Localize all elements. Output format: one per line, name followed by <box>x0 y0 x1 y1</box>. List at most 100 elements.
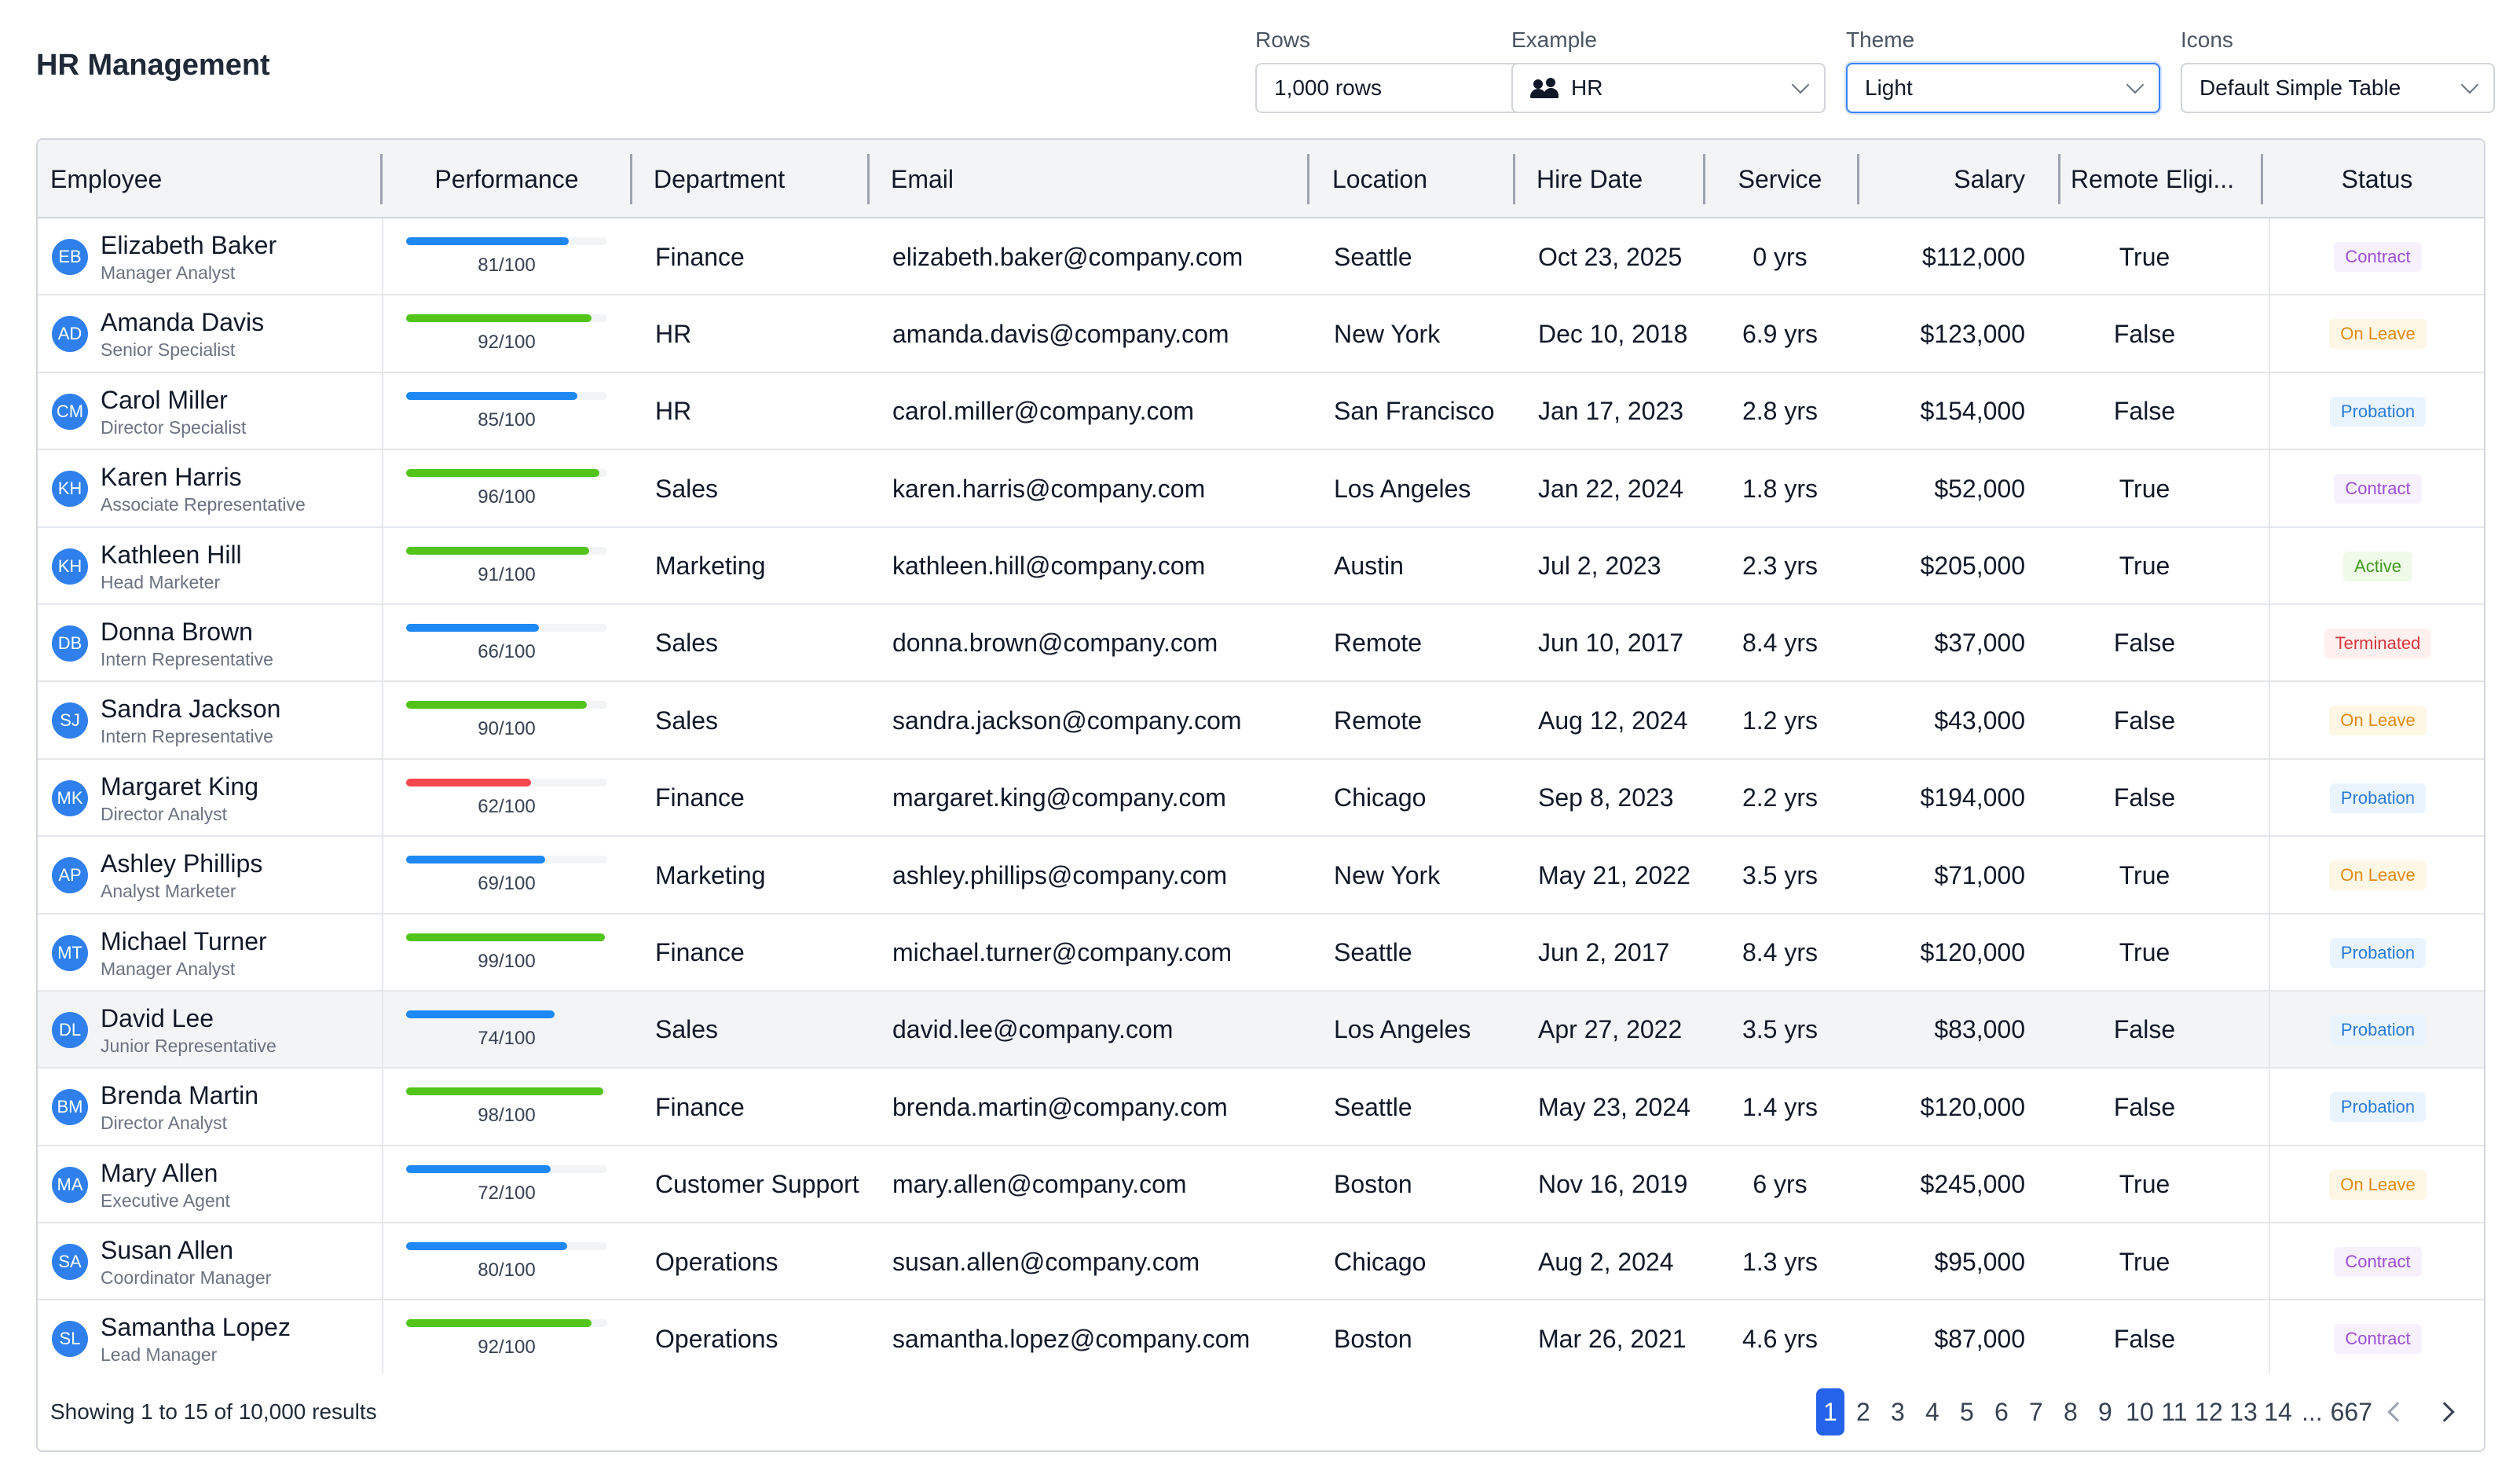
page-7-button[interactable]: 7 <box>2029 1398 2043 1426</box>
employee-info: Susan Allen Coordinator Manager <box>101 1234 271 1289</box>
table-row[interactable]: KH Karen Harris Associate Representative 96… <box>38 450 2484 528</box>
salary-cell: $154,000 <box>1920 397 2025 426</box>
employee-name: Donna Brown <box>101 617 253 646</box>
column-resize-handle[interactable] <box>630 154 632 204</box>
service-cell: 8.4 yrs <box>1742 629 1819 658</box>
employee-name: Kathleen Hill <box>101 540 242 569</box>
table-row[interactable]: EB Elizabeth Baker Manager Analyst 81/100 Fi… <box>38 218 2484 296</box>
page-last-button[interactable]: 667 <box>2330 1398 2372 1426</box>
page-4-button[interactable]: 4 <box>1925 1398 1939 1426</box>
theme-select[interactable]: Light <box>1846 63 2160 113</box>
department-cell: HR <box>655 397 692 426</box>
column-header-status[interactable]: Status <box>2341 165 2413 193</box>
previous-page-button[interactable] <box>2374 1388 2421 1436</box>
page-1-button[interactable]: 1 <box>1815 1388 1844 1436</box>
employee-cell: EB Elizabeth Baker Manager Analyst <box>38 218 383 295</box>
remote-eligible-cell: True <box>2119 242 2170 271</box>
employee-role: Manager Analyst <box>101 958 236 979</box>
performance-bar-fill <box>406 933 606 941</box>
performance-cell: 92/100 <box>385 295 628 372</box>
column-header-performance[interactable]: Performance <box>434 165 579 193</box>
performance-cell: 81/100 <box>385 218 628 295</box>
column-resize-handle[interactable] <box>380 154 383 204</box>
page-8-button[interactable]: 8 <box>2064 1398 2078 1426</box>
status-cell: Contract <box>2269 450 2484 528</box>
location-cell: San Francisco <box>1334 397 1495 426</box>
column-resize-handle[interactable] <box>1857 154 1859 204</box>
column-resize-handle[interactable] <box>1513 154 1515 204</box>
remote-eligible-cell: False <box>2113 706 2176 735</box>
page-6-button[interactable]: 6 <box>1994 1398 2009 1426</box>
column-header-location[interactable]: Location <box>1332 165 1427 193</box>
performance-bar <box>406 1087 607 1096</box>
page-14-button[interactable]: 14 <box>2264 1398 2292 1426</box>
example-select-value: HR <box>1571 75 1603 100</box>
column-resize-handle[interactable] <box>2261 154 2263 204</box>
page-12-button[interactable]: 12 <box>2195 1398 2223 1426</box>
column-header-remote-eligible[interactable]: Remote Eligi... <box>2071 165 2235 193</box>
table-row[interactable]: SL Samantha Lopez Lead Manager 92/100 Operat… <box>38 1300 2484 1378</box>
column-header-employee[interactable]: Employee <box>50 165 163 193</box>
performance-bar-fill <box>406 391 577 400</box>
column-resize-handle[interactable] <box>1307 154 1309 204</box>
column-resize-handle[interactable] <box>2058 154 2060 204</box>
employee-info: Karen Harris Associate Representative <box>101 461 306 516</box>
salary-cell: $245,000 <box>1920 1170 2025 1199</box>
location-cell: Boston <box>1334 1170 1412 1199</box>
performance-score: 81/100 <box>478 255 536 276</box>
table-row[interactable]: MK Margaret King Director Analyst 62/100 Fin… <box>38 759 2484 838</box>
column-resize-handle[interactable] <box>867 154 870 204</box>
table-row[interactable]: AD Amanda Davis Senior Specialist 92/100 HR a… <box>38 295 2484 373</box>
status-cell: Probation <box>2269 1069 2484 1146</box>
table-row[interactable]: DL David Lee Junior Representative 74/100 Sa… <box>38 991 2484 1069</box>
column-resize-handle[interactable] <box>1703 154 1705 204</box>
table-row[interactable]: AP Ashley Phillips Analyst Marketer 69/100 M… <box>38 837 2484 915</box>
table-row[interactable]: MT Michael Turner Manager Analyst 99/100 Fin… <box>38 914 2484 992</box>
performance-bar <box>406 314 607 323</box>
status-badge: On Leave <box>2329 319 2427 350</box>
table-row[interactable]: DB Donna Brown Intern Representative 66/100… <box>38 604 2484 683</box>
email-cell: samantha.lopez@company.com <box>892 1324 1251 1353</box>
status-cell: Active <box>2269 527 2484 605</box>
department-cell: HR <box>655 319 692 348</box>
email-cell: ashley.phillips@company.com <box>892 860 1228 889</box>
next-page-button[interactable] <box>2421 1388 2468 1436</box>
page-11-button[interactable]: 11 <box>2161 1398 2188 1426</box>
status-cell: On Leave <box>2269 1146 2484 1223</box>
column-header-service[interactable]: Service <box>1738 165 1822 193</box>
column-header-email[interactable]: Email <box>891 165 954 193</box>
page-13-button[interactable]: 13 <box>2229 1398 2258 1426</box>
performance-cell: 72/100 <box>385 1146 628 1223</box>
table-row[interactable]: MA Mary Allen Executive Agent 72/100 Custome… <box>38 1146 2484 1224</box>
status-badge: Probation <box>2329 937 2427 968</box>
theme-control: Theme Light <box>1846 25 2160 113</box>
hire-date-cell: Mar 26, 2021 <box>1538 1324 1687 1353</box>
service-cell: 1.3 yrs <box>1742 1247 1819 1276</box>
page-2-button[interactable]: 2 <box>1856 1398 1870 1426</box>
page-5-button[interactable]: 5 <box>1960 1398 1974 1426</box>
employee-name: Margaret King <box>101 772 258 801</box>
employee-role: Lead Manager <box>101 1344 218 1366</box>
page-10-button[interactable]: 10 <box>2126 1398 2154 1426</box>
location-cell: Los Angeles <box>1334 474 1471 503</box>
table-row[interactable]: CM Carol Miller Director Specialist 85/100 H… <box>38 372 2484 451</box>
avatar: MT <box>52 934 88 971</box>
employee-role: Senior Specialist <box>101 339 236 361</box>
email-cell: amanda.davis@company.com <box>892 319 1229 348</box>
column-header-salary[interactable]: Salary <box>1954 165 2025 193</box>
example-select[interactable]: HR <box>1511 63 1826 113</box>
table-row[interactable]: SA Susan Allen Coordinator Manager 80/100 Op… <box>38 1223 2484 1301</box>
table-row[interactable]: SJ Sandra Jackson Intern Representative 90/… <box>38 682 2484 760</box>
salary-cell: $120,000 <box>1920 938 2025 967</box>
page-3-button[interactable]: 3 <box>1891 1398 1905 1426</box>
page-9-button[interactable]: 9 <box>2098 1398 2112 1426</box>
service-cell: 2.2 yrs <box>1742 783 1819 812</box>
column-header-hire-date[interactable]: Hire Date <box>1537 165 1643 193</box>
employee-cell: SA Susan Allen Coordinator Manager <box>38 1223 383 1301</box>
table-row[interactable]: KH Kathleen Hill Head Marketer 91/100 Market… <box>38 527 2484 605</box>
avatar: KH <box>52 471 88 508</box>
table-row[interactable]: BM Brenda Martin Director Analyst 98/100 Fin… <box>38 1069 2484 1146</box>
column-header-department[interactable]: Department <box>654 165 786 193</box>
chevron-down-icon <box>1791 75 1810 94</box>
icons-select[interactable]: Default Simple Table <box>2181 63 2495 113</box>
